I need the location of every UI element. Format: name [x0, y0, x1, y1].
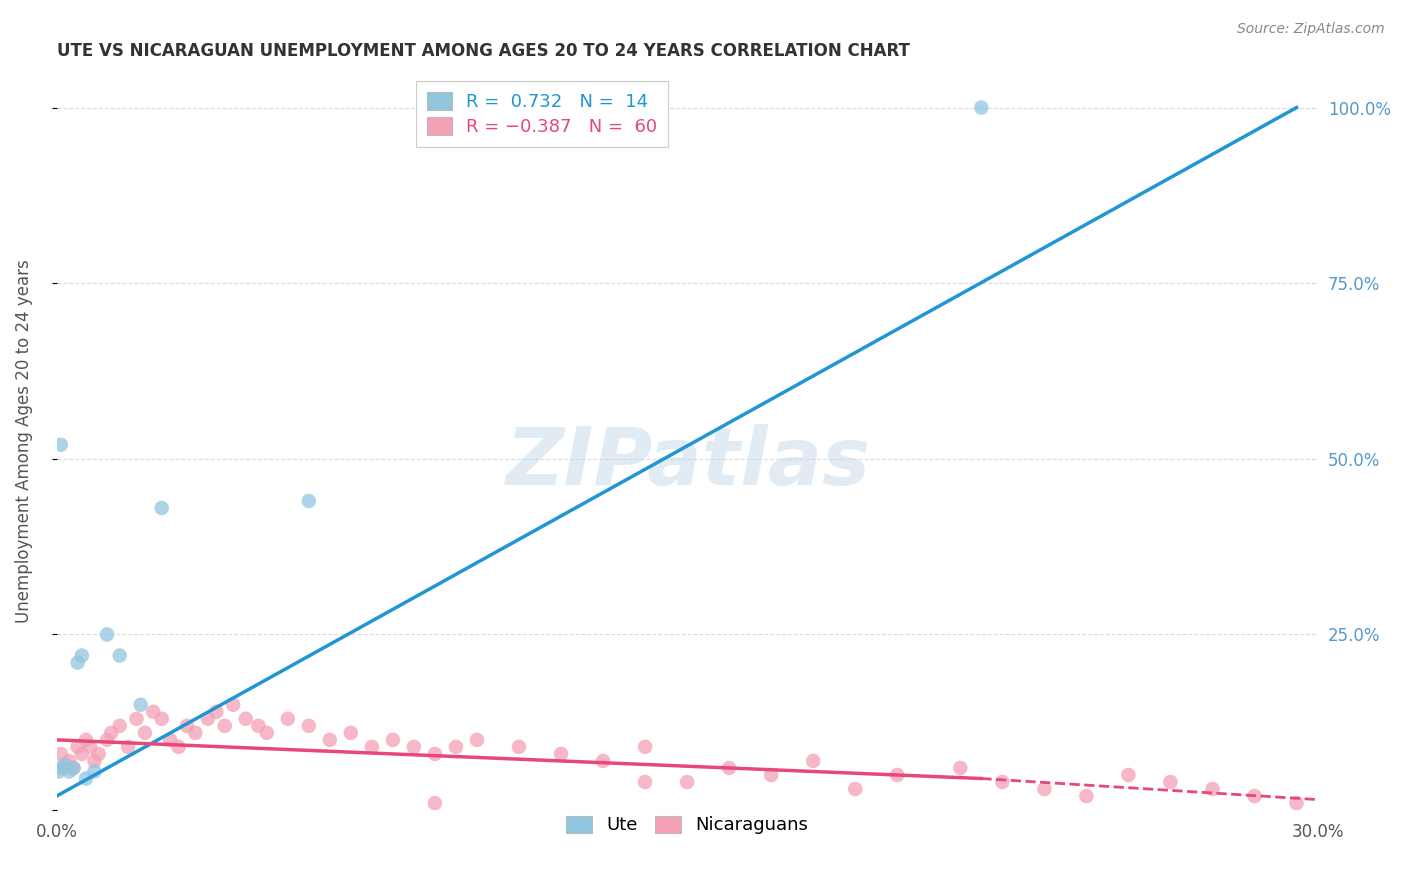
- Point: [235, 712, 257, 726]
- Point: [49, 747, 72, 761]
- Point: [159, 732, 181, 747]
- Point: [58, 754, 80, 768]
- Text: Source: ZipAtlas.com: Source: ZipAtlas.com: [1237, 22, 1385, 37]
- Point: [634, 739, 657, 754]
- Point: [423, 747, 446, 761]
- Point: [108, 648, 131, 663]
- Point: [1118, 768, 1140, 782]
- Point: [87, 747, 110, 761]
- Point: [340, 726, 363, 740]
- Point: [53, 757, 76, 772]
- Point: [49, 761, 72, 775]
- Point: [62, 761, 84, 775]
- Point: [184, 726, 207, 740]
- Text: ZIPatlas: ZIPatlas: [505, 425, 869, 502]
- Point: [886, 768, 908, 782]
- Point: [197, 712, 219, 726]
- Point: [319, 732, 342, 747]
- Point: [423, 796, 446, 810]
- Point: [360, 739, 382, 754]
- Point: [125, 712, 148, 726]
- Point: [256, 726, 278, 740]
- Point: [844, 782, 866, 797]
- Point: [117, 739, 139, 754]
- Point: [142, 705, 165, 719]
- Point: [718, 761, 741, 775]
- Point: [62, 761, 84, 775]
- Point: [949, 761, 972, 775]
- Point: [214, 719, 236, 733]
- Point: [676, 775, 699, 789]
- Point: [79, 739, 101, 754]
- Point: [298, 719, 321, 733]
- Point: [991, 775, 1014, 789]
- Point: [222, 698, 245, 712]
- Point: [100, 726, 122, 740]
- Point: [550, 747, 572, 761]
- Point: [1243, 789, 1265, 803]
- Point: [48, 764, 70, 779]
- Point: [759, 768, 782, 782]
- Point: [801, 754, 824, 768]
- Y-axis label: Unemployment Among Ages 20 to 24 years: Unemployment Among Ages 20 to 24 years: [15, 260, 32, 624]
- Point: [167, 739, 190, 754]
- Point: [402, 739, 425, 754]
- Point: [298, 494, 321, 508]
- Point: [634, 775, 657, 789]
- Point: [176, 719, 198, 733]
- Point: [66, 739, 89, 754]
- Point: [75, 732, 97, 747]
- Text: UTE VS NICARAGUAN UNEMPLOYMENT AMONG AGES 20 TO 24 YEARS CORRELATION CHART: UTE VS NICARAGUAN UNEMPLOYMENT AMONG AGE…: [56, 42, 910, 60]
- Point: [150, 712, 173, 726]
- Point: [1285, 796, 1308, 810]
- Point: [66, 656, 89, 670]
- Legend: Ute, Nicaraguans: Ute, Nicaraguans: [560, 808, 815, 842]
- Point: [1076, 789, 1098, 803]
- Point: [465, 732, 488, 747]
- Point: [381, 732, 404, 747]
- Point: [108, 719, 131, 733]
- Point: [1201, 782, 1223, 797]
- Point: [277, 712, 299, 726]
- Point: [83, 754, 105, 768]
- Point: [70, 648, 93, 663]
- Point: [49, 438, 72, 452]
- Point: [96, 627, 118, 641]
- Point: [75, 772, 97, 786]
- Point: [96, 732, 118, 747]
- Point: [247, 719, 270, 733]
- Point: [1033, 782, 1056, 797]
- Point: [508, 739, 530, 754]
- Point: [129, 698, 152, 712]
- Point: [53, 761, 76, 775]
- Point: [83, 764, 105, 779]
- Point: [205, 705, 228, 719]
- Point: [134, 726, 156, 740]
- Point: [70, 747, 93, 761]
- Point: [970, 101, 993, 115]
- Point: [1159, 775, 1181, 789]
- Point: [58, 764, 80, 779]
- Point: [150, 501, 173, 516]
- Point: [592, 754, 614, 768]
- Point: [444, 739, 467, 754]
